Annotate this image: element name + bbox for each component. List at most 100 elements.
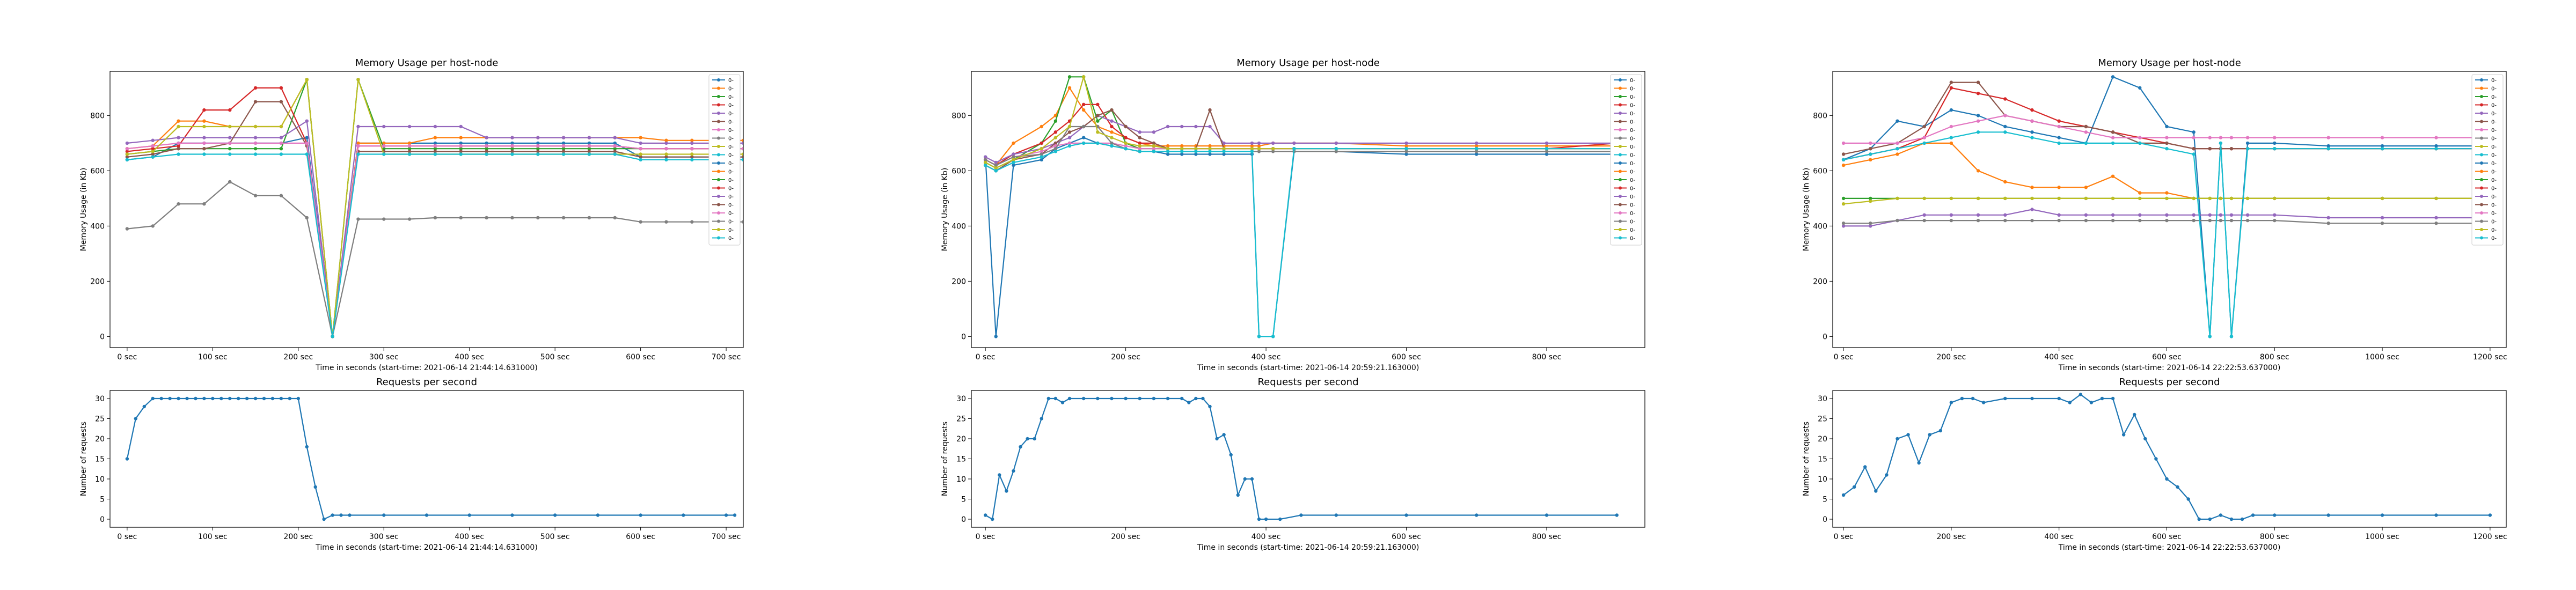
data-point [407,124,412,129]
legend-swatch-marker [2480,95,2483,98]
data-point [2245,141,2250,145]
data-point [690,141,694,145]
data-point [1187,401,1191,404]
legend-label: 0- [728,136,734,142]
data-point [2030,396,2034,401]
data-point [1152,130,1156,134]
data-point [994,169,998,173]
data-point [288,396,292,401]
data-point [305,136,309,139]
legend-label: 0- [2491,169,2497,175]
y-tick-label: 20 [1818,435,1827,444]
data-point [1545,141,1549,145]
data-point [2100,396,2104,401]
data-point [1166,150,1170,153]
data-point [2084,141,2088,145]
data-point [1081,75,1086,79]
legend-label: 0- [2491,103,2497,109]
data-point [2197,517,2201,521]
legend-item: 0- [712,211,734,217]
data-point [1841,163,1846,167]
data-point [1922,218,1926,223]
data-point [510,147,514,151]
data-point [125,155,129,159]
x-tick-label: 1000 sec [2365,533,2399,541]
data-point [1096,396,1100,401]
data-point [1949,80,1953,84]
series-0 [1841,393,2492,521]
y-tick-label: 10 [956,475,966,484]
legend-item: 0- [712,144,734,150]
data-point [2208,136,2212,139]
data-point [433,136,437,139]
legend-swatch-marker [1619,95,1622,98]
data-point [2326,216,2330,220]
chart-panel-1: Memory Usage per host-node 0 sec 200 sec 40… [941,57,1645,372]
x-tick-label: 1000 sec [2365,353,2399,362]
data-point [2192,218,2196,223]
data-point [1264,517,1268,521]
data-point [433,147,437,151]
series-line [985,142,1617,337]
data-point [1053,130,1058,134]
data-point [1257,141,1261,145]
data-point [2176,485,2179,489]
data-point [2003,396,2007,401]
data-point [2030,196,2034,201]
legend-label: 0- [1630,161,1635,167]
data-point [1110,141,1114,145]
data-point [1053,147,1058,151]
data-point [1869,141,1872,145]
data-point [236,396,240,401]
data-point [733,513,737,517]
legend-item: 0- [712,78,734,84]
data-point [561,144,566,148]
data-point [994,163,998,167]
data-point [1194,150,1198,153]
legend-label: 0- [2491,194,2497,200]
data-point [2121,433,2126,437]
data-point [125,227,129,231]
data-point [1869,152,1872,156]
data-point [1250,477,1254,481]
legend-item: 0- [2475,211,2497,217]
data-point [1404,513,1408,517]
data-point [253,86,258,90]
data-point [1917,461,1921,465]
data-point [1194,152,1198,156]
chart-panel-5: Requests per second 0 sec 200 sec 400 sec 60… [1802,377,2507,552]
data-point [356,78,360,82]
data-point [1194,124,1198,129]
legend-label: 0- [1630,136,1635,142]
data-point [2057,136,2061,139]
data-point [382,141,386,145]
data-point [1896,437,1899,441]
legend-swatch-marker [717,120,720,123]
data-point [561,152,566,156]
data-point [2208,147,2212,151]
data-point [1869,147,1872,151]
data-point [690,152,694,156]
series-line [985,397,1617,520]
legend-label: 0- [728,211,734,217]
legend-item: 0- [2475,103,2497,109]
legend-swatch-marker [1619,236,1622,240]
legend-item: 0- [2475,186,2497,192]
legend-swatch-marker [1619,86,1622,90]
data-point [2111,213,2115,217]
data-point [1257,147,1261,151]
data-point [382,217,386,221]
legend: 0- 0- 0- 0- 0- 0- 0- 0- 0- 0- 0- 0- 0- 0- 0- 0- 0- 0- 0- 0- [708,74,741,246]
y-tick-label: 0 [1823,333,1827,341]
data-point [459,141,463,145]
data-point [202,119,206,123]
y-tick-label: 30 [956,395,966,403]
legend-label: 0- [728,186,734,192]
data-point [177,202,180,206]
data-point [407,144,412,148]
data-point [1257,144,1261,148]
data-point [1110,130,1114,134]
y-tick-label: 800 [90,112,105,120]
series-9 [1841,130,2492,338]
plot-frame [1832,71,2507,348]
